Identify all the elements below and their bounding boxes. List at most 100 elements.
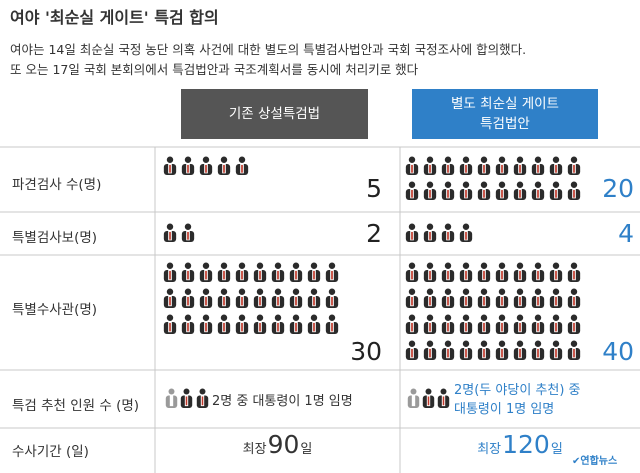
new-assistant-person-icon [441, 223, 455, 242]
new-investigator-person-icon [531, 340, 545, 360]
recommendation-existing-text: 2명 중 대통령이 1명 임명 [212, 394, 353, 409]
new-prosecutor-person-icon [477, 181, 491, 200]
existing-assistant-person-icon [181, 223, 195, 242]
existing-investigator-person-icon [325, 262, 339, 282]
existing-prosecutor-person-icon [199, 156, 213, 175]
subtitle-line-1: 여야는 14일 최순실 국정 농단 의혹 사건에 대한 별도의 특별검사법안과 … [10, 42, 527, 57]
existing-investigator-person-icon [253, 314, 267, 334]
row-label-special-investigators: 특별수사관(명) [12, 302, 98, 318]
new-prosecutor-person-icon [513, 156, 527, 175]
count-existing-assistant-special-prosecutors: 2 [366, 219, 382, 248]
new-prosecutor-person-icon [423, 156, 437, 175]
new-investigator-person-icon [495, 288, 509, 308]
new-investigator-person-icon [423, 340, 437, 360]
existing-assistant-person-icon [163, 223, 177, 242]
new-investigator-person-icon [495, 340, 509, 360]
period-existing-suffix: 일 [300, 442, 313, 457]
new-investigator-person-icon [405, 340, 419, 360]
new-prosecutor-person-icon [531, 181, 545, 200]
new-investigator-person-icon [495, 314, 509, 334]
new-prosecutor-person-icon [531, 156, 545, 175]
new-recommend-person-icon [422, 388, 435, 408]
existing-recommend-person-icon [180, 388, 193, 408]
existing-investigator-person-icon [253, 262, 267, 282]
existing-investigator-person-icon [289, 314, 303, 334]
new-investigator-person-icon [567, 262, 581, 282]
existing-investigator-person-icon [199, 288, 213, 308]
new-recommend-gray-person-icon [407, 388, 420, 408]
existing-investigator-person-icon [163, 262, 177, 282]
new-investigator-person-icon [459, 314, 473, 334]
existing-investigator-person-icon [181, 314, 195, 334]
new-investigator-person-icon [531, 288, 545, 308]
new-assistant-person-icon [459, 223, 473, 242]
existing-investigator-person-icon [235, 314, 249, 334]
existing-investigator-person-icon [325, 288, 339, 308]
yonhap-logo-icon: ✔ [572, 456, 581, 467]
existing-investigator-person-icon [271, 314, 285, 334]
new-investigator-person-icon [549, 262, 563, 282]
new-investigator-person-icon [477, 288, 491, 308]
new-investigator-person-icon [477, 262, 491, 282]
new-investigator-person-icon [513, 288, 527, 308]
existing-investigator-person-icon [163, 288, 177, 308]
new-prosecutor-person-icon [441, 181, 455, 200]
existing-investigator-person-icon [253, 288, 267, 308]
column-header-existing-line-1: 기존 상설특검법 [228, 106, 321, 122]
yonhap-logo-text: 연합뉴스 [580, 456, 618, 467]
column-header-new: 별도 최순실 게이트 특검법안 [412, 89, 598, 139]
new-investigator-person-icon [423, 262, 437, 282]
period-new-suffix: 일 [550, 442, 563, 457]
recommendation-new-line-1: 2명(두 야당이 추천) 중 [454, 383, 581, 398]
existing-investigator-person-icon [325, 314, 339, 334]
new-investigator-person-icon [423, 288, 437, 308]
existing-investigator-person-icon [289, 262, 303, 282]
new-investigator-person-icon [567, 314, 581, 334]
row-label-dispatched-prosecutors: 파견검사 수(명) [12, 177, 102, 193]
new-prosecutor-person-icon [495, 181, 509, 200]
new-prosecutor-person-icon [567, 156, 581, 175]
period-new-value: 120 [502, 430, 550, 459]
period-existing: 최장 90 일 [155, 430, 400, 470]
existing-recommend-gray-person-icon [165, 388, 178, 408]
new-investigator-person-icon [513, 262, 527, 282]
new-investigator-person-icon [441, 288, 455, 308]
new-prosecutor-person-icon [549, 181, 563, 200]
new-investigator-person-icon [513, 314, 527, 334]
new-investigator-person-icon [405, 314, 419, 334]
count-existing-dispatched-prosecutors: 5 [366, 174, 382, 203]
new-prosecutor-person-icon [513, 181, 527, 200]
existing-investigator-person-icon [271, 288, 285, 308]
recommendation-new-text: 2명(두 야당이 추천) 중 대통령이 1명 임명 [454, 381, 581, 419]
new-investigator-person-icon [549, 314, 563, 334]
page-title: 여야 '최순실 게이트' 특검 합의 [10, 8, 219, 27]
new-investigator-person-icon [549, 340, 563, 360]
new-investigator-person-icon [441, 340, 455, 360]
new-assistant-person-icon [423, 223, 437, 242]
existing-investigator-person-icon [235, 262, 249, 282]
new-investigator-person-icon [549, 288, 563, 308]
existing-investigator-person-icon [307, 262, 321, 282]
count-new-dispatched-prosecutors: 20 [602, 174, 634, 203]
period-new: 최장 120 일 [400, 430, 640, 470]
existing-prosecutor-person-icon [217, 156, 231, 175]
period-existing-prefix: 최장 [242, 442, 267, 457]
new-assistant-person-icon [405, 223, 419, 242]
existing-investigator-person-icon [217, 314, 231, 334]
subtitle-line-2: 또 오는 17일 국회 본회의에서 특검법안과 국조계획서를 동시에 처리키로 … [10, 62, 419, 77]
existing-investigator-person-icon [163, 314, 177, 334]
existing-investigator-person-icon [181, 288, 195, 308]
new-investigator-person-icon [405, 262, 419, 282]
existing-investigator-person-icon [217, 262, 231, 282]
new-investigator-person-icon [459, 262, 473, 282]
existing-prosecutor-person-icon [181, 156, 195, 175]
row-label-recommendation: 특검 추천 인원 수 (명) [12, 398, 140, 414]
new-investigator-person-icon [477, 314, 491, 334]
recommendation-new-line-2: 대통령이 1명 임명 [454, 402, 555, 417]
new-investigator-person-icon [441, 314, 455, 334]
new-prosecutor-person-icon [459, 181, 473, 200]
column-header-new-line-1: 별도 최순실 게이트 [451, 96, 559, 112]
new-investigator-person-icon [459, 288, 473, 308]
period-new-prefix: 최장 [477, 442, 502, 457]
